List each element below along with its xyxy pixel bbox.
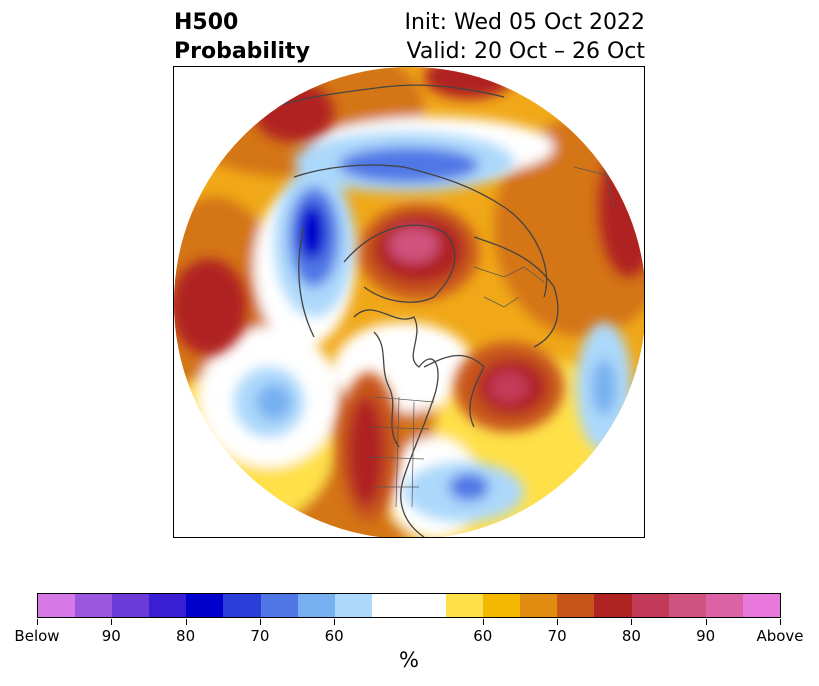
colorbar-tick-mark [111, 619, 113, 625]
title-dates: Init: Wed 05 Oct 2022 Valid: 20 Oct – 26… [404, 8, 645, 66]
colorbar-tick-label: Above [756, 627, 804, 645]
colorbar-segment [38, 594, 76, 617]
colorbar-tick-mark [631, 619, 633, 625]
colorbar-segment [594, 594, 632, 617]
colorbar-tick-mark [37, 619, 38, 625]
colorbar-segment [371, 594, 447, 617]
title-variable: H500 Probability [174, 8, 310, 66]
colorbar-tick-label: 70 [250, 627, 270, 645]
colorbar-tick-mark [557, 619, 559, 625]
probability-map [173, 66, 645, 538]
colorbar-segment [668, 594, 706, 617]
colorbar-tick-mark [780, 619, 781, 625]
init-date: Init: Wed 05 Oct 2022 [404, 10, 645, 35]
colorbar-segment [223, 594, 261, 617]
colorbar-tick-mark [482, 619, 484, 625]
colorbar-tick-label: 60 [324, 627, 344, 645]
colorbar-segment [446, 594, 484, 617]
colorbar-tick-label: 90 [101, 627, 121, 645]
colorbar-segment [75, 594, 113, 617]
colorbar-segment [483, 594, 521, 617]
colorbar-tick-label: 60 [473, 627, 493, 645]
colorbar-tick-mark [185, 619, 187, 625]
colorbar-tick-label: 80 [621, 627, 641, 645]
colorbar-tick-mark [705, 619, 707, 625]
colorbar-segment [631, 594, 669, 617]
coastlines [273, 84, 635, 537]
colorbar-segment [742, 594, 780, 617]
colorbar-unit-label: % [399, 648, 419, 672]
colorbar [37, 593, 781, 618]
colorbar-segment [112, 594, 150, 617]
colorbar-tick-label: 70 [547, 627, 567, 645]
colorbar-segment [149, 594, 187, 617]
colorbar-tick-mark [334, 619, 336, 625]
title-line-type: Probability [174, 39, 310, 64]
colorbar-segment [557, 594, 595, 617]
colorbar-segment [260, 594, 298, 617]
colorbar-tick-label: Below [14, 627, 60, 645]
colorbar-segment [334, 594, 372, 617]
colorbar-segment [520, 594, 558, 617]
colorbar-segment [186, 594, 224, 617]
colorbar-tick-label: 80 [176, 627, 196, 645]
title-line-variable: H500 [174, 10, 239, 35]
colorbar-segment [297, 594, 335, 617]
valid-range: Valid: 20 Oct – 26 Oct [406, 39, 645, 64]
map-canvas [174, 67, 644, 537]
colorbar-segment [705, 594, 743, 617]
colorbar-tick-mark [259, 619, 261, 625]
colorbar-tick-label: 90 [696, 627, 716, 645]
